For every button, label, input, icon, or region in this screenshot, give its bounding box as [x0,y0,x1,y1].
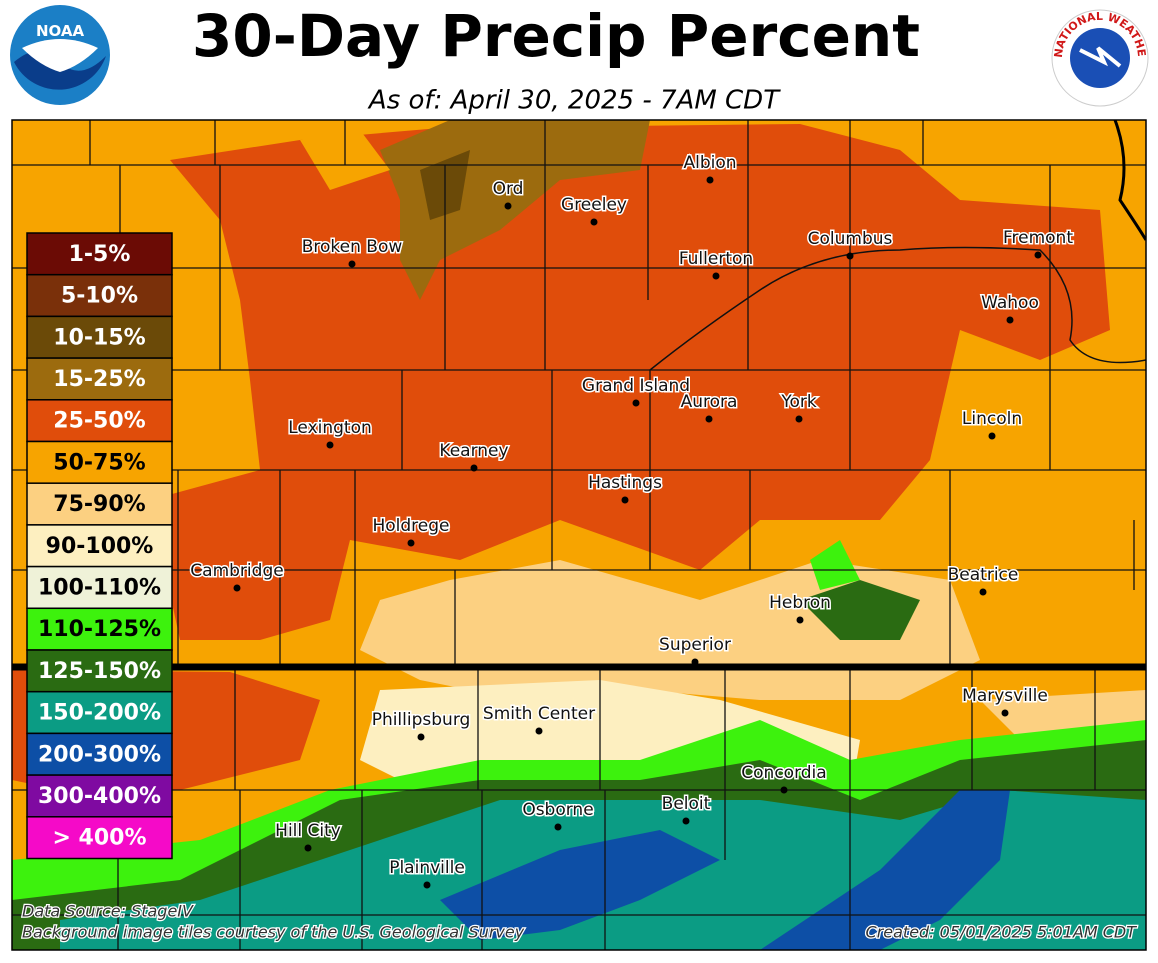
city-label: Fullerton [679,249,753,269]
legend-label: 300-400% [38,784,161,809]
city-label: Hill City [275,821,341,841]
city-label: Cambridge [190,561,283,581]
city-dot [796,616,804,624]
city-dot [470,464,478,472]
city-label: Phillipsburg [372,710,471,730]
city-dot [535,727,543,735]
created: Created: 05/01/2025 5:01AM CDT [866,923,1138,942]
city-label: Hebron [769,593,831,613]
city-label: Lincoln [962,409,1022,429]
city-label: York [780,392,817,412]
city-label: Ord [493,179,524,199]
city-label: Osborne [522,800,593,820]
legend-swatch [26,565,173,610]
legend-label: 200-300% [38,742,161,767]
city-label: Lexington [288,418,372,438]
legend-label: 50-75% [53,450,145,475]
city-label: Marysville [962,686,1048,706]
legend-label: > 400% [52,826,146,851]
map-frame [11,119,1147,951]
city-dot [712,272,720,280]
legend-label: 5-10% [61,284,138,309]
city-dot [632,399,640,407]
city-dot [1034,251,1042,259]
city-label: Fremont [1003,228,1073,248]
legend-label: 25-50% [53,409,145,434]
city-dot [590,218,598,226]
city-dot [988,432,996,440]
city-labels: Ord Greeley Albion Broken Bow Columbus Fremon… [189,152,1075,889]
city-label: Concordia [741,763,826,783]
city-dot [304,844,312,852]
legend-swatch [26,649,173,693]
legend-label: 10-15% [53,325,145,350]
city-dot [691,658,699,666]
city-dot [682,817,690,825]
city-dot [1001,709,1009,717]
city-label: Wahoo [981,293,1039,313]
city-dot [423,881,431,889]
title: 30-Day Precip Percent [192,2,920,70]
legend-swatch [26,816,173,860]
city-dot [795,415,803,423]
legend-swatch [26,273,173,318]
legend: 1-5% 5-10% 10-15% 15-25% 25-50% 50-75% 75-90% 9… [26,232,173,860]
city-label: Hastings [588,473,662,493]
city-label: Beloit [662,794,711,814]
legend-label: 90-100% [46,534,154,559]
legend-label: 150-200% [38,701,161,726]
city-label: Plainville [389,858,465,878]
city-dot [407,539,415,547]
city-dot [706,176,714,184]
city-dot [1006,316,1014,324]
city-dot [417,733,425,741]
legend-label: 125-150% [38,659,161,684]
city-label: Holdrege [372,516,449,536]
city-label: Kearney [439,441,508,461]
legend-swatch [26,607,173,651]
legend-label: 15-25% [53,367,145,392]
logo-text: NOAA [36,22,85,40]
city-label: Greeley [561,195,627,215]
city-dot [780,786,788,794]
legend-swatch [26,774,173,818]
city-label: Broken Bow [302,237,403,257]
city-dot [979,588,987,596]
legend-swatch [26,399,173,443]
city-label: Beatrice [948,565,1019,585]
legend-swatch [26,690,173,735]
legend-swatch [26,440,173,484]
city-dot [348,260,356,268]
city-label: Smith Center [483,704,595,724]
city-label: Grand Island [582,376,690,396]
city-label: Superior [659,635,731,655]
city-dot [621,496,629,504]
city-dot [554,823,562,831]
subtitle: As of: April 30, 2025 - 7AM CDT [367,86,781,116]
legend-label: 110-125% [38,617,161,642]
city-label: Albion [683,153,736,173]
noaa-logo: NOAA [10,5,110,105]
city-dot [504,202,512,210]
city-dot [705,415,713,423]
legend-swatch [26,732,173,776]
legend-label: 75-90% [53,492,145,517]
data-source: Data Source: StageIV [22,902,194,921]
legend-label: 1-5% [69,242,131,267]
legend-label: 100-110% [38,575,161,600]
city-dot [326,441,334,449]
city-label: Columbus [808,229,893,249]
credit: Background image tiles courtesy of the U… [22,923,525,942]
map [12,120,1146,950]
city-dot [233,584,241,592]
city-dot [846,252,854,260]
city-label: Aurora [681,392,738,412]
